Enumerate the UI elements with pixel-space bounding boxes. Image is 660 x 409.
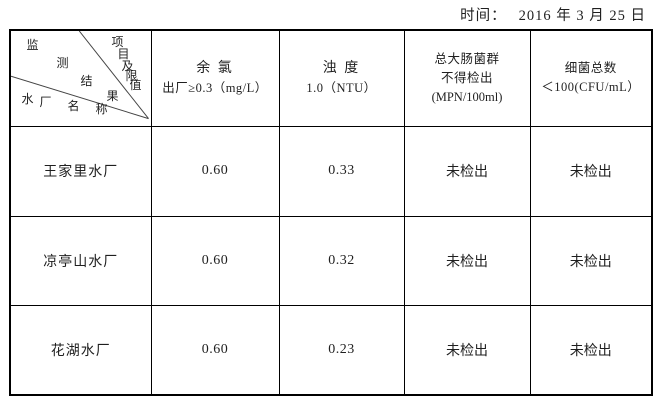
turbidity-value-cell: 0.23: [278, 304, 405, 396]
time-label: 时间：: [460, 8, 507, 24]
turbidity-value-cell: 0.33: [278, 125, 405, 217]
table-row: 王家里水厂 0.60 0.33 未检出 未检出: [9, 125, 653, 217]
chlorine-value-cell: 0.60: [150, 125, 280, 217]
plant-name-cell: 花湖水厂: [9, 304, 152, 396]
bacteria-value-cell: 未检出: [529, 304, 653, 396]
coliform-value-cell: 未检出: [403, 125, 531, 217]
corner-monitor-char: 监: [26, 38, 39, 52]
corner-item-char: 值: [129, 78, 142, 92]
column-header-turbidity: 浊 度 1.0（NTU）: [278, 29, 405, 127]
report-time: 时间： 2016 年 3 月 25 日: [460, 4, 646, 25]
header-row: 监 测 结 果 项 目 及 限 值 水 厂 名 称 余 氯 出厂≥0.3（mg/…: [9, 29, 653, 127]
header-limit: 1.0（NTU）: [306, 80, 377, 95]
water-quality-table: 监 测 结 果 项 目 及 限 值 水 厂 名 称 余 氯 出厂≥0.3（mg/…: [9, 29, 653, 396]
corner-monitor-char: 测: [56, 56, 69, 70]
plant-name-cell: 王家里水厂: [9, 125, 152, 217]
corner-plant-char: 名: [67, 99, 80, 113]
header-title: 总大肠菌群: [434, 51, 500, 66]
corner-header-cell: 监 测 结 果 项 目 及 限 值 水 厂 名 称: [9, 29, 152, 127]
header-unit: (MPN/100ml): [431, 89, 503, 104]
chlorine-value-cell: 0.60: [150, 304, 280, 396]
corner-item-char: 限: [125, 69, 138, 83]
corner-plant-char: 水: [21, 92, 34, 106]
corner-item-char: 项: [111, 35, 124, 49]
coliform-value-cell: 未检出: [403, 304, 531, 396]
plant-name-cell: 凉亭山水厂: [9, 215, 152, 306]
corner-plant-char: 厂: [39, 95, 52, 109]
chlorine-value-cell: 0.60: [150, 215, 280, 306]
corner-monitor-char: 结: [80, 74, 93, 88]
turbidity-value-cell: 0.32: [278, 215, 405, 306]
header-limit: 不得检出: [440, 70, 493, 85]
column-header-coliform: 总大肠菌群 不得检出 (MPN/100ml): [403, 29, 531, 127]
header-title: 浊 度: [322, 60, 361, 76]
corner-monitor-char: 果: [106, 89, 119, 103]
time-value: 2016 年 3 月 25 日: [518, 8, 646, 24]
corner-plant-char: 称: [95, 102, 108, 116]
bacteria-value-cell: 未检出: [529, 215, 653, 306]
coliform-value-cell: 未检出: [403, 215, 531, 306]
header-limit: ＜100(CFU/mL）: [541, 80, 641, 95]
header-title: 细菌总数: [564, 61, 617, 76]
table-row: 花湖水厂 0.60 0.23 未检出 未检出: [9, 304, 653, 396]
column-header-chlorine: 余 氯 出厂≥0.3（mg/L）: [150, 29, 280, 127]
header-limit: 出厂≥0.3（mg/L）: [162, 80, 268, 95]
header-title: 余 氯: [196, 60, 234, 76]
corner-item-char: 目: [117, 47, 130, 61]
bacteria-value-cell: 未检出: [529, 125, 653, 217]
diagonal-divider-lines: [11, 31, 149, 120]
corner-item-char: 及: [121, 59, 134, 73]
column-header-bacteria: 细菌总数 ＜100(CFU/mL）: [529, 29, 653, 127]
table-row: 凉亭山水厂 0.60 0.32 未检出 未检出: [9, 215, 653, 306]
